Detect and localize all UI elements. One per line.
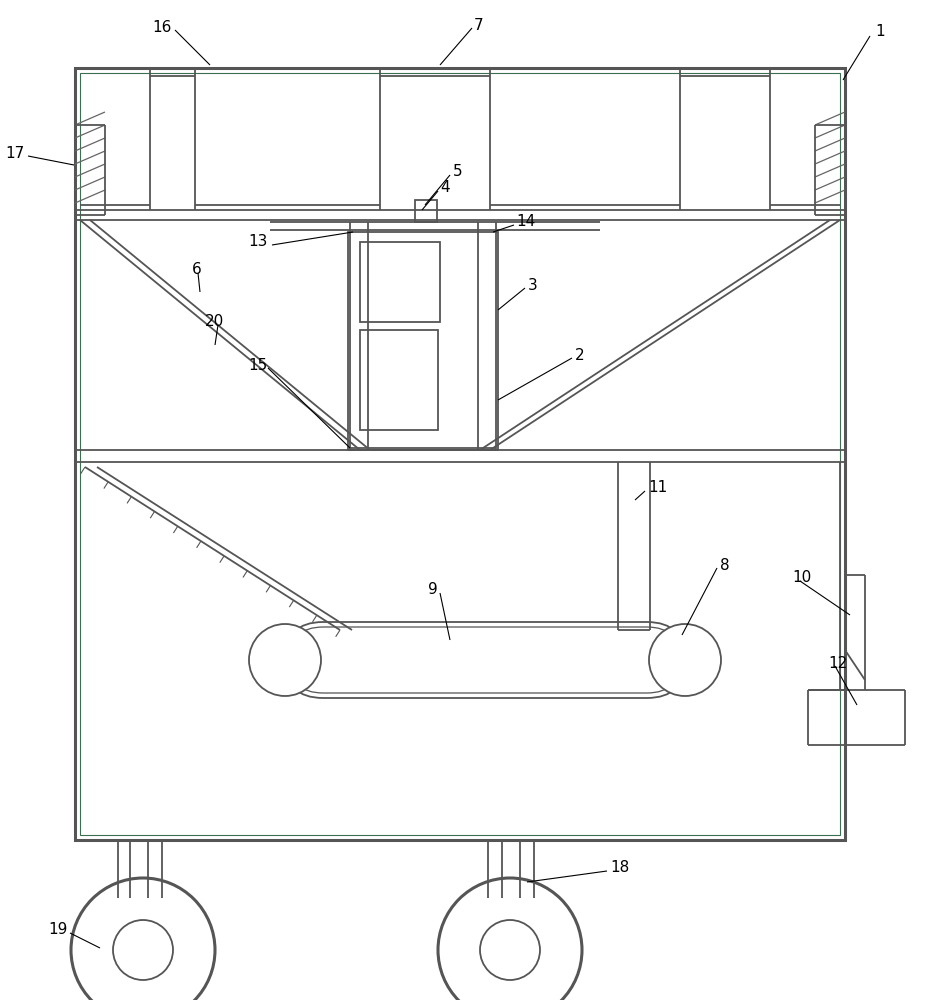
Circle shape bbox=[438, 878, 581, 1000]
Circle shape bbox=[648, 624, 720, 696]
Bar bbox=[348, 232, 498, 450]
FancyBboxPatch shape bbox=[285, 622, 684, 698]
Text: 16: 16 bbox=[152, 19, 171, 34]
Circle shape bbox=[248, 624, 321, 696]
FancyBboxPatch shape bbox=[289, 627, 679, 693]
Text: 17: 17 bbox=[5, 145, 24, 160]
Text: 1: 1 bbox=[874, 24, 883, 39]
Text: 12: 12 bbox=[827, 656, 846, 670]
Bar bbox=[80, 73, 839, 835]
Text: 7: 7 bbox=[474, 17, 483, 32]
Text: 5: 5 bbox=[452, 164, 463, 180]
Circle shape bbox=[113, 920, 172, 980]
Bar bbox=[360, 330, 438, 430]
Text: 14: 14 bbox=[515, 215, 535, 230]
Text: 15: 15 bbox=[248, 358, 267, 372]
Text: 20: 20 bbox=[205, 314, 224, 330]
Text: 19: 19 bbox=[48, 922, 68, 938]
Text: 9: 9 bbox=[427, 582, 438, 597]
Circle shape bbox=[479, 920, 540, 980]
Text: 10: 10 bbox=[791, 570, 810, 585]
Text: 6: 6 bbox=[192, 262, 201, 277]
Text: 18: 18 bbox=[609, 860, 629, 876]
Text: 13: 13 bbox=[248, 234, 267, 249]
Text: 3: 3 bbox=[527, 277, 537, 292]
Bar bbox=[414, 200, 437, 222]
Text: 11: 11 bbox=[647, 481, 667, 495]
Bar bbox=[75, 68, 844, 840]
Text: 4: 4 bbox=[439, 180, 450, 196]
Bar bbox=[360, 242, 439, 322]
Text: 8: 8 bbox=[719, 558, 729, 572]
Text: 2: 2 bbox=[575, 348, 584, 362]
Circle shape bbox=[71, 878, 215, 1000]
